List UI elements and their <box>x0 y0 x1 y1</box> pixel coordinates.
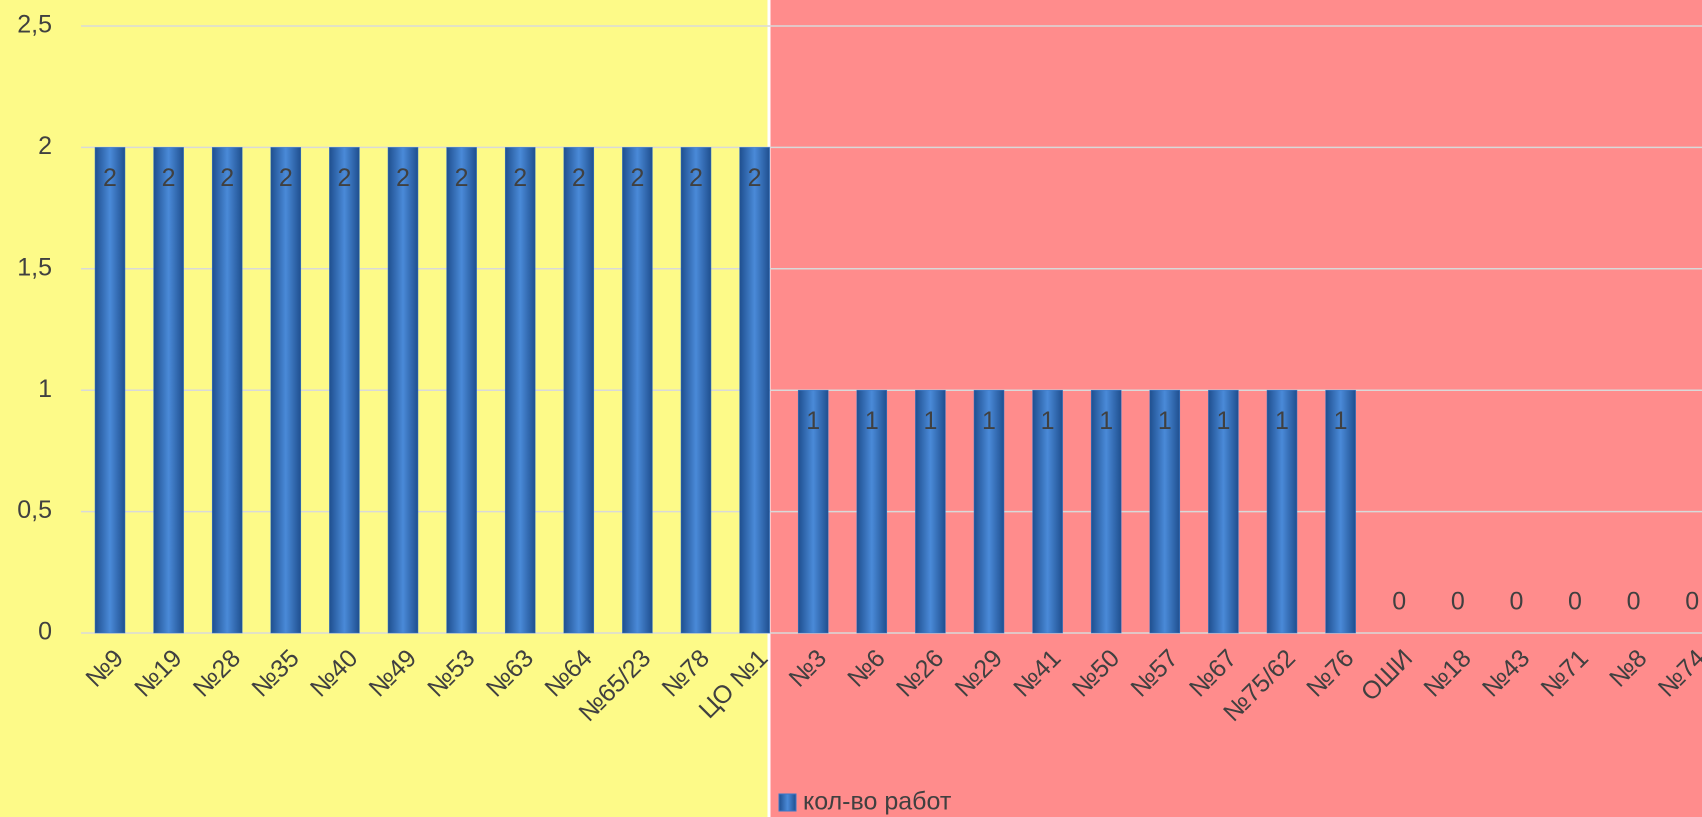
bar <box>329 147 360 634</box>
bar <box>387 147 419 634</box>
data-label: 0 <box>1627 588 1641 616</box>
y-tick-label: 0,5 <box>17 496 52 524</box>
data-label: 1 <box>982 407 996 435</box>
bar <box>915 389 946 634</box>
data-label: 1 <box>1275 407 1289 435</box>
bar <box>446 147 477 634</box>
bar <box>270 147 302 634</box>
data-label: 2 <box>396 164 410 192</box>
data-label: 1 <box>1158 407 1172 435</box>
data-label: 0 <box>1392 588 1406 616</box>
data-label: 1 <box>1334 407 1348 435</box>
data-label: 2 <box>103 164 117 192</box>
data-label: 2 <box>630 164 644 192</box>
y-tick-label: 2,5 <box>17 11 52 39</box>
data-label: 2 <box>279 164 293 192</box>
bar <box>622 147 653 634</box>
y-tick-label: 0 <box>38 618 52 646</box>
data-label: 0 <box>1568 588 1582 616</box>
bar <box>504 147 536 634</box>
data-label: 0 <box>1451 588 1465 616</box>
data-label: 0 <box>1685 588 1699 616</box>
bar <box>1090 389 1122 634</box>
data-label: 1 <box>1099 407 1113 435</box>
bar <box>153 147 184 634</box>
bar <box>973 389 1005 634</box>
data-label: 2 <box>513 164 527 192</box>
data-label: 1 <box>923 407 937 435</box>
legend-swatch <box>778 793 797 812</box>
bar <box>1208 389 1239 634</box>
data-label: 1 <box>1216 407 1230 435</box>
bar <box>680 147 712 634</box>
legend-label: кол-во работ <box>803 788 952 816</box>
data-label: 0 <box>1509 588 1523 616</box>
data-label: 2 <box>337 164 351 192</box>
bar <box>1149 389 1181 634</box>
bar <box>94 147 126 634</box>
data-label: 2 <box>220 164 234 192</box>
bar <box>856 389 888 634</box>
bar <box>739 147 770 634</box>
y-tick-label: 2 <box>38 132 52 160</box>
bar <box>1032 389 1063 634</box>
data-label: 2 <box>689 164 703 192</box>
bar <box>1325 389 1356 634</box>
y-tick-label: 1 <box>38 375 52 403</box>
data-label: 2 <box>162 164 176 192</box>
data-label: 1 <box>1041 407 1055 435</box>
data-label: 1 <box>806 407 820 435</box>
bar <box>1266 389 1298 634</box>
data-label: 2 <box>455 164 469 192</box>
bar <box>211 147 243 634</box>
bar <box>563 147 595 634</box>
data-label: 1 <box>865 407 879 435</box>
data-label: 2 <box>748 164 762 192</box>
y-tick-label: 1,5 <box>17 253 52 281</box>
data-label: 2 <box>572 164 586 192</box>
bar <box>797 389 829 634</box>
